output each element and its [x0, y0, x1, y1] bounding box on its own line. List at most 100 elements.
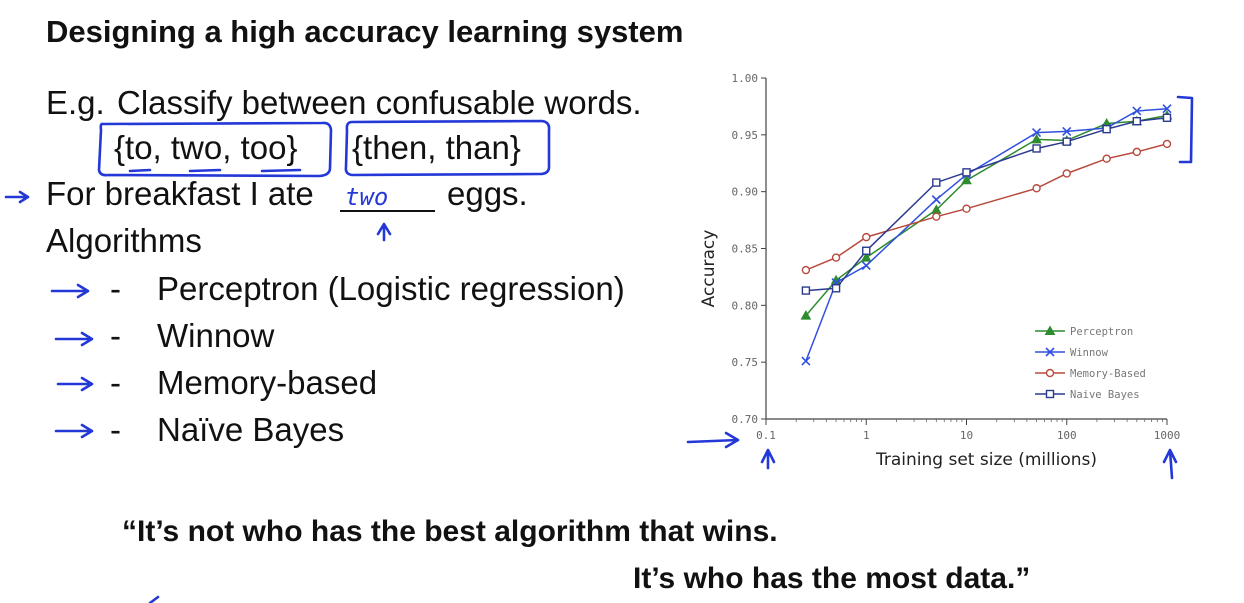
x-axis-label: Training set size (millions) [875, 450, 1097, 470]
ink-box-set2 [344, 119, 551, 177]
data-point-memory-based [1162, 139, 1172, 149]
series-naive-bayes [801, 113, 1172, 295]
data-point-naive-bayes [862, 246, 871, 255]
algorithm-memory-based: Memory-based [157, 364, 378, 401]
y-tick-label: 1.00 [732, 72, 759, 85]
data-point-naive-bayes [962, 168, 971, 177]
series-line-perceptron [805, 114, 1168, 317]
arrow-icon [54, 331, 94, 347]
arrow-icon [54, 423, 94, 439]
slide-title: Designing a high accuracy learning syste… [46, 14, 684, 49]
arrow-icon [376, 222, 392, 242]
y-tick-label: 0.80 [732, 299, 759, 312]
legend-label-winnow: Winnow [1070, 347, 1109, 359]
data-point-memory-based [801, 265, 811, 275]
sentence-blank-line [340, 210, 435, 212]
y-tick-label: 0.85 [732, 243, 759, 256]
series-line-memory-based [805, 143, 1168, 271]
data-point-naive-bayes [1162, 113, 1172, 122]
data-point-memory-based [1032, 184, 1041, 193]
data-point-memory-based [932, 212, 941, 221]
data-point-memory-based [1102, 154, 1111, 163]
series-line-naive-bayes [805, 117, 1168, 292]
data-point-naive-bayes [1132, 116, 1142, 126]
data-point-winnow [1062, 126, 1072, 136]
data-point-naive-bayes [1062, 137, 1071, 146]
x-tick-label: 1 [863, 429, 870, 442]
algorithm-winnow: Winnow [157, 317, 275, 354]
data-point-naive-bayes [932, 178, 941, 187]
data-point-naive-bayes [801, 286, 811, 295]
quote-line-2: It’s who has the most data.” [633, 562, 1031, 595]
algorithm-perceptron: Perceptron (Logistic regression) [157, 270, 625, 307]
data-point-memory-based [862, 232, 871, 242]
y-tick-label: 0.95 [732, 129, 759, 142]
arrow-icon [1162, 448, 1178, 480]
data-point-naive-bayes [1032, 144, 1041, 153]
legend-marker-naive-bayes [1045, 389, 1055, 399]
legend-marker-winnow [1045, 347, 1055, 357]
sentence-after-blank: eggs. [447, 175, 528, 212]
data-point-perceptron [800, 310, 812, 320]
chart-plot [800, 104, 1173, 366]
sentence-before-blank: For breakfast I ate [46, 175, 314, 212]
y-tick-label: 0.90 [732, 186, 759, 199]
algorithms-heading: Algorithms [46, 222, 202, 259]
x-tick-label: 10 [960, 429, 973, 442]
arrow-icon [760, 448, 776, 470]
chart-axes: 0.70 0.75 0.80 0.85 0.90 0.95 1.00 0.1 1 10 100 100… [699, 72, 1180, 470]
legend-marker-memory-based [1045, 368, 1055, 378]
algorithm-naive-bayes: Naïve Bayes [157, 411, 345, 448]
legend-label-naive-bayes: Naive Bayes [1070, 389, 1140, 401]
data-point-winnow [801, 356, 811, 366]
algorithm-bullet: - [110, 364, 121, 401]
x-tick-label: 0.1 [756, 429, 776, 442]
legend-label-perceptron: Perceptron [1070, 326, 1133, 338]
word-set-then-than: {then, than} [352, 129, 521, 166]
x-tick-label: 1000 [1154, 429, 1181, 442]
series-memory-based [801, 139, 1172, 275]
ink-answer-two: two [345, 183, 388, 211]
x-tick-label: 100 [1057, 429, 1077, 442]
ink-underline-two [188, 168, 222, 173]
data-point-winnow [1032, 127, 1042, 138]
data-point-perceptron [860, 252, 872, 262]
arrow-icon [56, 376, 94, 392]
ink-underline-too [260, 168, 302, 173]
data-point-winnow [1132, 106, 1142, 116]
example-text: Classify between confusable words. [117, 84, 642, 121]
y-tick-label: 0.75 [732, 356, 759, 369]
quote-line-1: “It’s not who has the best algorithm tha… [122, 515, 778, 548]
ink-underline-to [128, 168, 152, 173]
data-point-winnow [931, 195, 941, 205]
data-point-memory-based [1132, 147, 1142, 157]
accuracy-chart: 0.70 0.75 0.80 0.85 0.90 0.95 1.00 0.1 1 10 100 100… [699, 72, 1180, 470]
algorithm-bullet: - [110, 270, 121, 307]
ink-box-set1 [97, 121, 333, 178]
data-point-perceptron [1031, 133, 1042, 144]
arrow-icon [686, 431, 740, 449]
data-point-memory-based [831, 253, 841, 262]
y-axis-label: Accuracy [699, 230, 719, 308]
arrow-icon [148, 595, 160, 603]
example-prefix: E.g. [46, 84, 105, 121]
legend-label-memory-based: Memory-Based [1070, 368, 1146, 380]
arrow-icon [50, 283, 90, 299]
chart-legend: Perceptron Winnow Memory-Based Naive Bayes [1035, 325, 1146, 401]
data-point-winnow [861, 260, 871, 271]
series-line-winnow [805, 107, 1168, 362]
data-point-naive-bayes [1102, 124, 1111, 134]
legend-marker-perceptron [1044, 325, 1056, 335]
y-tick-label: 0.70 [732, 413, 759, 426]
data-point-naive-bayes [831, 284, 841, 293]
data-point-memory-based [962, 204, 971, 213]
data-point-perceptron [961, 174, 972, 185]
algorithm-bullet: - [110, 411, 121, 448]
data-point-winnow [1162, 104, 1172, 114]
data-point-memory-based [1062, 169, 1071, 178]
bracket-icon [1176, 95, 1194, 164]
arrow-icon [4, 190, 30, 204]
word-set-to-two-too: {to, two, too} [114, 129, 298, 166]
algorithm-bullet: - [110, 317, 121, 354]
